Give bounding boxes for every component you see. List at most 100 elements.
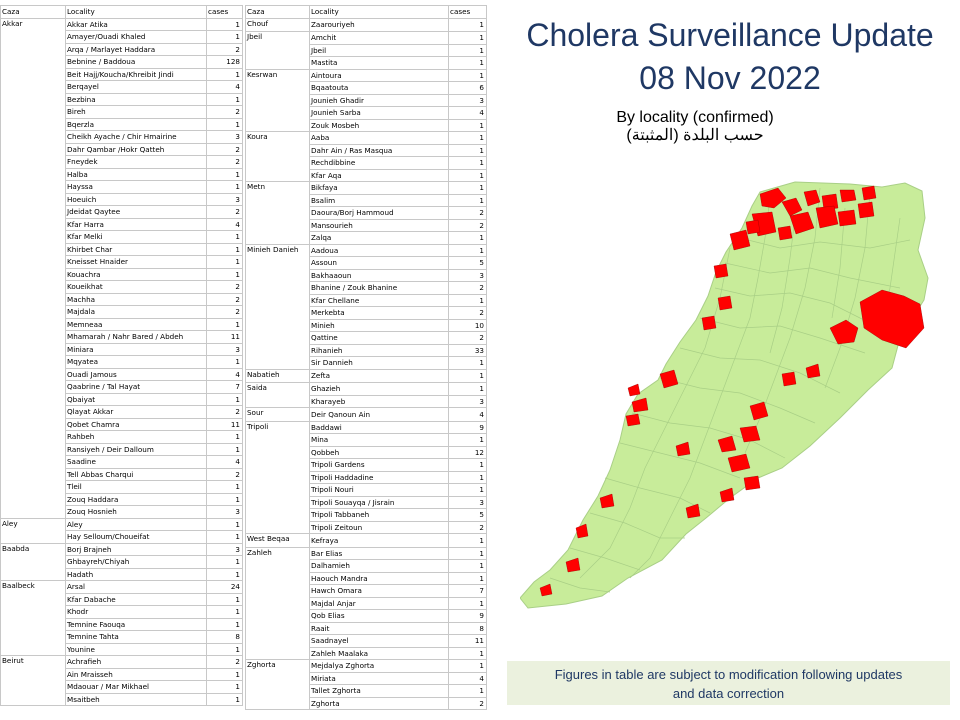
table-row: Mdaouar / Mar Mikhael 1 — [1, 680, 243, 694]
cases-cell: 1 — [206, 530, 243, 544]
cases-cell: 2 — [206, 655, 243, 669]
case-area-koura — [701, 315, 717, 331]
header-cases: cases — [206, 5, 243, 19]
locality-cell: Jbeil — [309, 43, 449, 57]
cases-cell: 1 — [206, 92, 243, 106]
header-locality: Locality — [309, 5, 449, 19]
cases-cell: 1 — [206, 592, 243, 606]
case-area-akkar-10 — [777, 225, 793, 241]
cases-cell: 1 — [206, 392, 243, 406]
locality-cell: Daoura/Borj Hammoud — [309, 206, 449, 220]
cases-cell: 10 — [448, 318, 487, 332]
locality-cell: Majdala — [65, 305, 207, 319]
locality-cell: Berqayel — [65, 80, 207, 94]
locality-cell: Mejdalya Zghorta — [309, 659, 449, 673]
table-row: Saadnayel 11 — [246, 634, 487, 648]
locality-cell: Zghorta — [309, 696, 449, 710]
table-row: Majdala 2 — [1, 305, 243, 319]
cases-cell: 9 — [448, 420, 487, 434]
locality-cell: Ain Mraisseh — [65, 667, 207, 681]
locality-cell: Koueikhat — [65, 280, 207, 294]
case-area-zahleh-2 — [739, 425, 761, 443]
cases-cell: 1 — [206, 267, 243, 281]
table-row: Jbeil Amchit 1 — [245, 31, 487, 70]
cases-cell: 2 — [448, 206, 487, 220]
locality-cell: Qlayat Akkar — [65, 405, 207, 419]
case-area-zghorta — [717, 295, 733, 311]
cases-cell: 11 — [206, 417, 243, 431]
locality-cell: Deir Qanoun Ain — [309, 407, 449, 422]
cases-cell: 3 — [448, 93, 487, 107]
caza-cell: Metn — [245, 181, 310, 245]
cases-cell: 1 — [448, 483, 487, 497]
case-area-akkar-6 — [789, 211, 815, 235]
cases-cell: 2 — [206, 305, 243, 319]
case-area-akkar-1 — [781, 197, 803, 217]
cases-table-left: Caza Locality cases Akkar Akkar Atika 1 Ama… — [0, 5, 243, 706]
case-area-baddawi — [745, 219, 761, 235]
locality-cell: Bebnine / Baddoua — [65, 55, 207, 69]
table-row: Zahleh Bar Elias 1 — [245, 546, 487, 660]
caza-cell: Beirut — [0, 655, 66, 706]
caza-cell: Baabda — [0, 542, 66, 581]
cases-cell: 1 — [448, 17, 487, 32]
cases-cell: 1 — [448, 646, 487, 660]
locality-cell: Temnine Tahta — [65, 630, 207, 644]
case-area-akkar-2 — [803, 189, 821, 207]
locality-cell: Raait — [309, 621, 449, 635]
locality-cell: Amayer/Ouadi Khaled — [65, 30, 207, 44]
note-line-2: and data correction — [672, 686, 785, 701]
cases-cell: 4 — [206, 80, 243, 94]
cases-cell: 4 — [206, 455, 243, 469]
cases-cell: 2 — [206, 467, 243, 481]
cases-cell: 2 — [206, 155, 243, 169]
case-area-zahleh-3 — [717, 435, 737, 453]
cases-cell: 5 — [448, 508, 487, 522]
cases-cell: 1 — [206, 442, 243, 456]
table-row: Kouachra 1 — [1, 267, 243, 281]
table-row: Majdal Anjar 1 — [246, 596, 487, 610]
locality-cell: Amchit — [309, 31, 449, 45]
table-row: Ain Mraisseh 1 — [1, 667, 243, 681]
cases-cell: 4 — [206, 367, 243, 381]
cases-cell: 11 — [448, 634, 487, 648]
lebanon-country-shape — [520, 181, 929, 609]
table-body: Chouf Zaarouriyeh 1 Jbeil Amchit 1 Jbeil 1 Masti… — [245, 17, 487, 710]
case-area-mina — [713, 263, 729, 279]
locality-cell: Sir Dannieh — [309, 356, 449, 370]
locality-cell: Mastita — [309, 56, 449, 70]
cases-cell: 1 — [448, 168, 487, 182]
locality-cell: Ghbayreh/Chiyah — [65, 555, 207, 569]
locality-cell: Hay Selloum/Choueifat — [65, 530, 207, 544]
table-row: Zghorta Mejdalya Zghorta 1 — [245, 659, 487, 710]
cases-cell: 5 — [448, 256, 487, 270]
locality-cell: Kouachra — [65, 267, 207, 281]
title-date: 08 Nov 2022 — [639, 60, 821, 96]
table-row: Jdeidat Qaytee 2 — [1, 205, 243, 219]
locality-cell: Bezbina — [65, 92, 207, 106]
table-row: Bqaatouta 6 — [246, 81, 487, 95]
locality-cell: Aintoura — [309, 68, 449, 82]
header-caza: Caza — [245, 5, 310, 19]
case-area-sour — [565, 557, 581, 573]
table-row: Mina 1 — [246, 433, 487, 447]
locality-cell: Bqaatouta — [309, 81, 449, 95]
case-area-temnine — [781, 371, 797, 387]
cases-cell: 1 — [206, 30, 243, 44]
locality-cell: Hayssa — [65, 180, 207, 194]
table-row: Qobet Chamra 11 — [1, 417, 243, 431]
locality-cell: Kharayeb — [309, 394, 449, 408]
cases-cell: 2 — [448, 696, 487, 710]
cases-cell: 2 — [206, 42, 243, 56]
cases-cell: 1 — [448, 356, 487, 370]
locality-cell: Tell Abbas Charqui — [65, 467, 207, 481]
cases-cell: 2 — [448, 520, 487, 534]
locality-cell: Zouq Hosnieh — [65, 505, 207, 519]
table-row: Ouadi Jamous 4 — [1, 367, 243, 381]
locality-cell: Hoeuich — [65, 192, 207, 206]
locality-cell: Zaarouriyeh — [309, 17, 449, 32]
locality-cell: Rahbeh — [65, 430, 207, 444]
cases-cell: 8 — [448, 621, 487, 635]
caza-cell: Baalbeck — [0, 580, 66, 656]
subtitle-english: By locality (confirmed) — [616, 109, 774, 126]
